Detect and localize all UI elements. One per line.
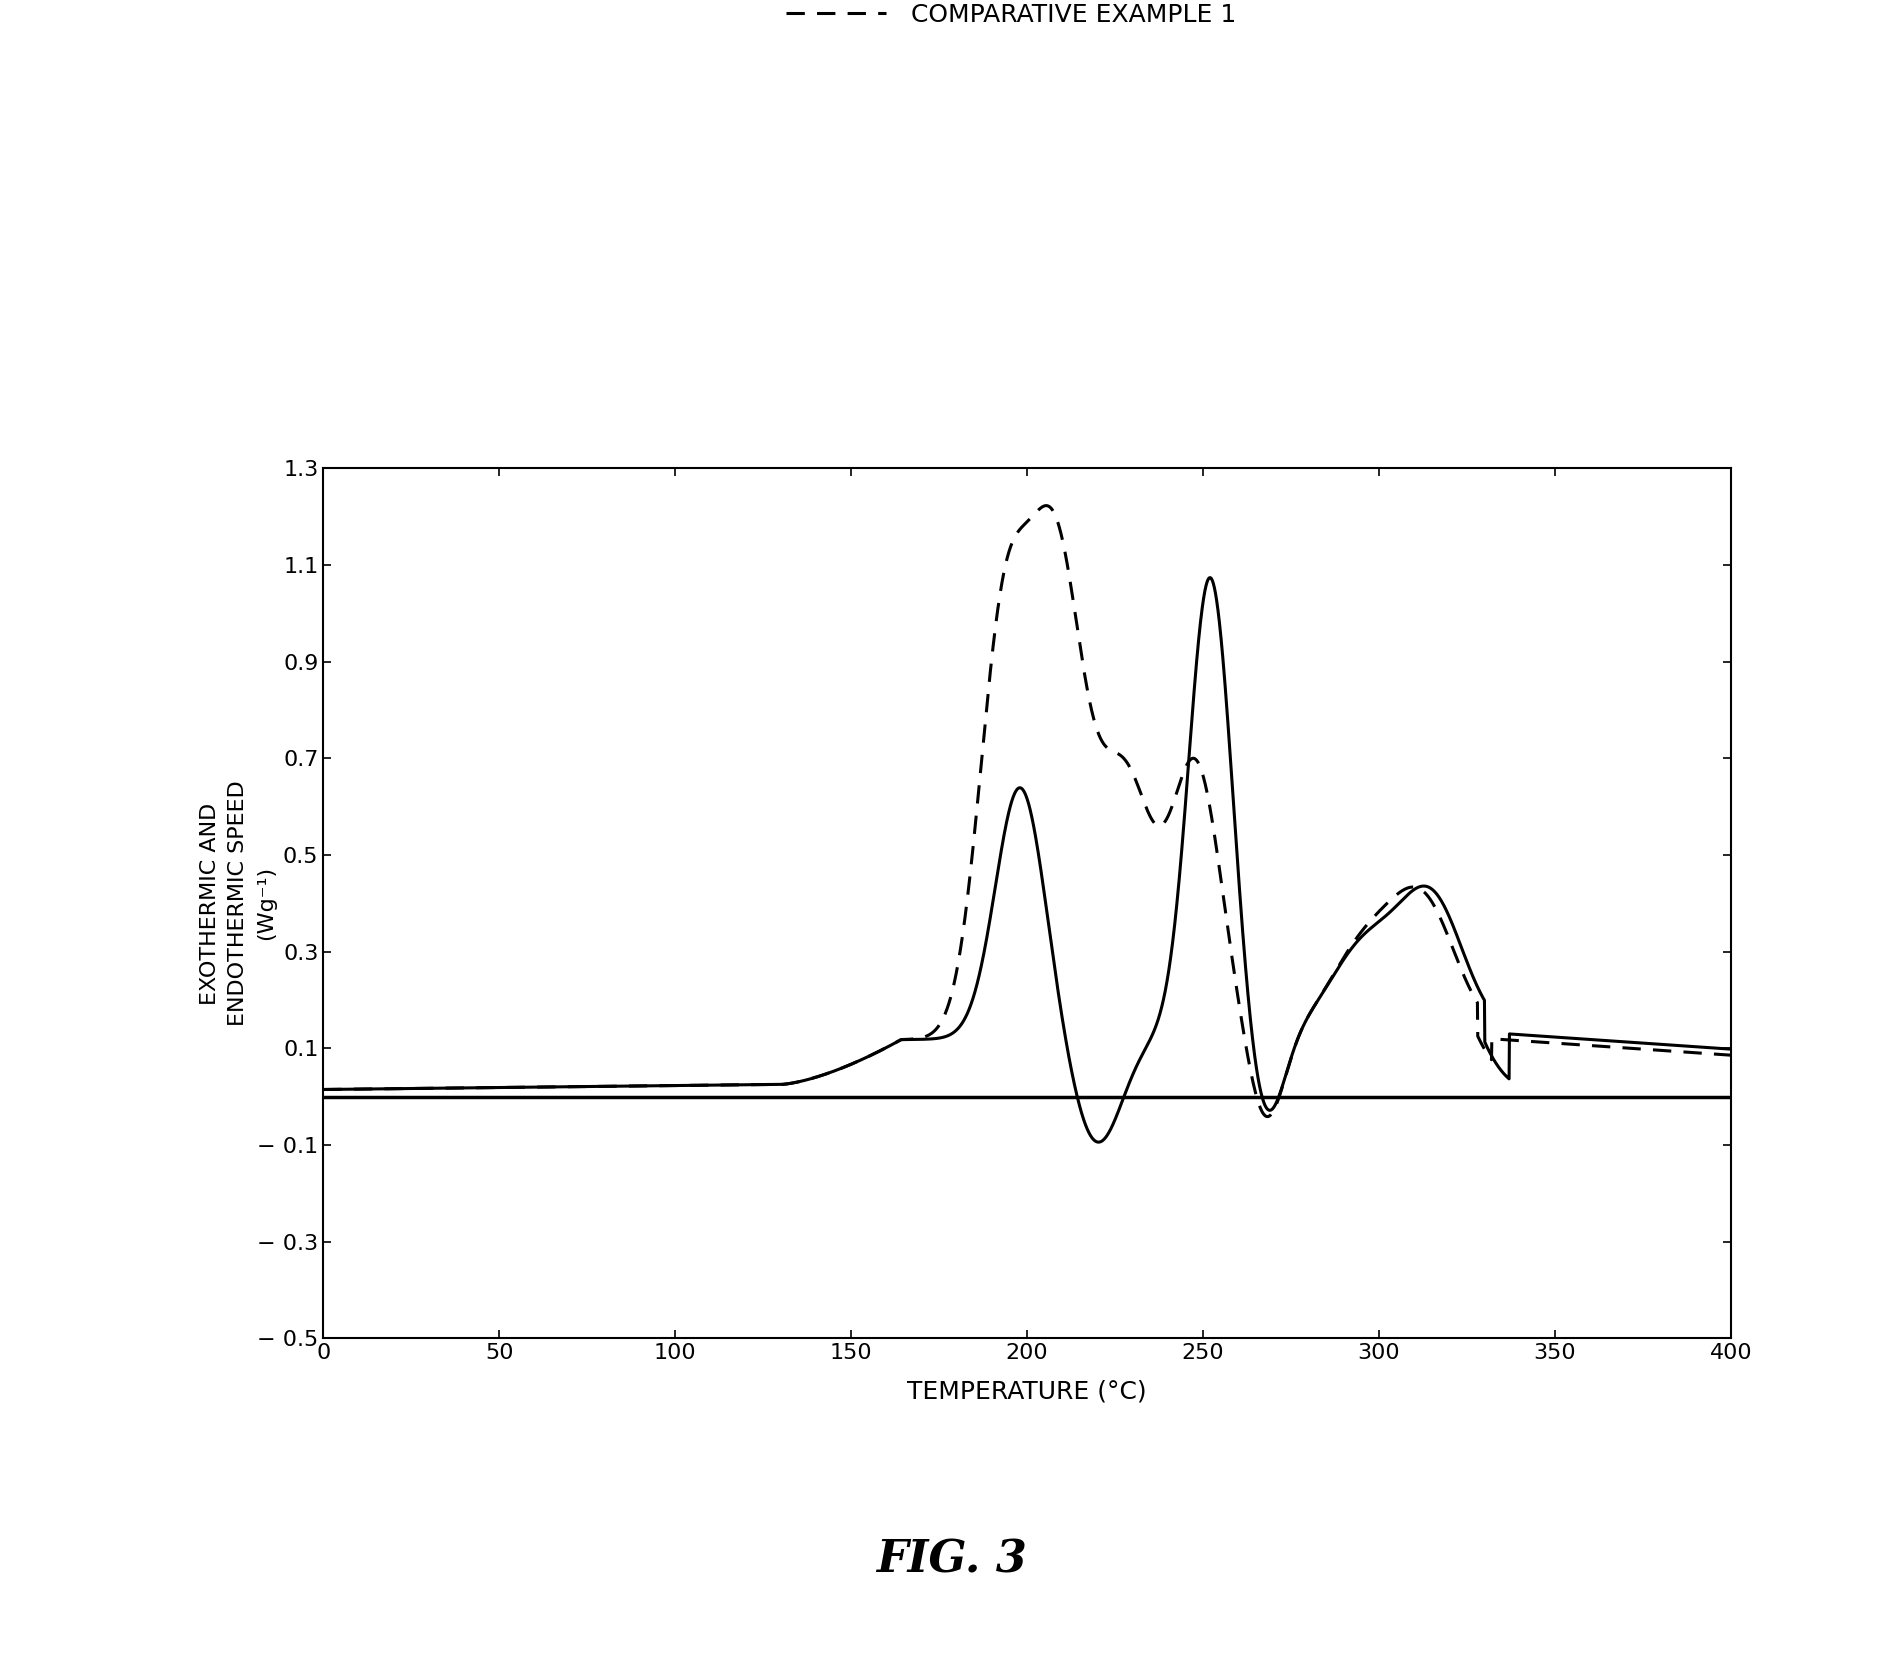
- Line: EXAMPLE 2: EXAMPLE 2: [323, 577, 1731, 1143]
- Line: COMPARATIVE EXAMPLE 1: COMPARATIVE EXAMPLE 1: [323, 505, 1731, 1116]
- Y-axis label: EXOTHERMIC AND
ENDOTHERMIC SPEED
(Wg⁻¹): EXOTHERMIC AND ENDOTHERMIC SPEED (Wg⁻¹): [200, 781, 276, 1026]
- EXAMPLE 2: [981, 897, 1004, 917]
- EXAMPLE 2: [1719, 1039, 1742, 1059]
- X-axis label: TEMPERATURE (°C): TEMPERATURE (°C): [907, 1380, 1147, 1404]
- EXAMPLE 2: [1335, 945, 1358, 965]
- COMPARATIVE EXAMPLE 1: [1335, 944, 1358, 964]
- EXAMPLE 2: [915, 1029, 938, 1049]
- COMPARATIVE EXAMPLE 1: [1255, 1106, 1278, 1126]
- COMPARATIVE EXAMPLE 1: [312, 1079, 335, 1099]
- Text: FIG. 3: FIG. 3: [875, 1539, 1027, 1581]
- EXAMPLE 2: [903, 1029, 926, 1049]
- EXAMPLE 2: [1678, 1036, 1700, 1056]
- COMPARATIVE EXAMPLE 1: [1678, 1042, 1700, 1062]
- EXAMPLE 2: [1607, 1031, 1630, 1051]
- EXAMPLE 2: [1088, 1133, 1111, 1153]
- COMPARATIVE EXAMPLE 1: [903, 1029, 926, 1049]
- EXAMPLE 2: [1198, 567, 1221, 587]
- COMPARATIVE EXAMPLE 1: [1035, 495, 1058, 515]
- COMPARATIVE EXAMPLE 1: [1719, 1046, 1742, 1066]
- Legend: EXAMPLE 2, COMPARATIVE EXAMPLE 1: EXAMPLE 2, COMPARATIVE EXAMPLE 1: [786, 0, 1236, 27]
- COMPARATIVE EXAMPLE 1: [981, 646, 1004, 666]
- EXAMPLE 2: [312, 1079, 335, 1099]
- COMPARATIVE EXAMPLE 1: [915, 1026, 938, 1046]
- COMPARATIVE EXAMPLE 1: [1607, 1037, 1630, 1057]
